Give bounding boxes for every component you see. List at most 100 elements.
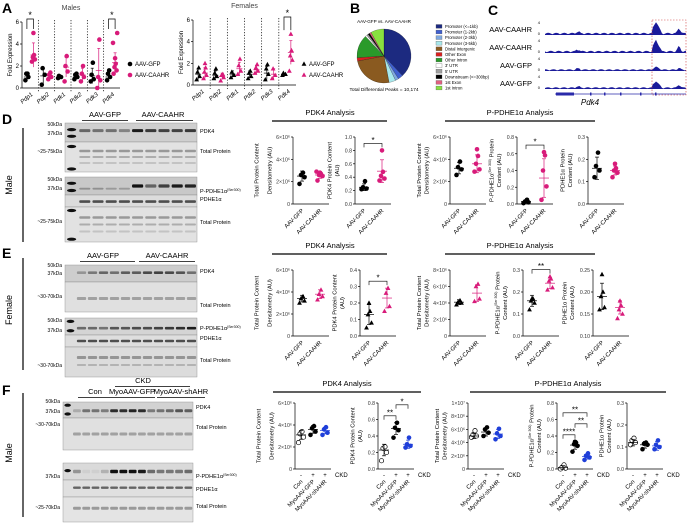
protein-band <box>158 149 170 153</box>
data-point <box>218 78 224 83</box>
panel-label-a: A <box>2 0 12 16</box>
ckd-sign: + <box>496 473 500 479</box>
data-point <box>111 71 116 76</box>
data-point <box>299 429 305 435</box>
ckd-sign: + <box>323 473 327 479</box>
protein-band <box>91 506 100 510</box>
mw-marker: 50kDa <box>48 318 63 324</box>
y-tick-label: 0.3 <box>578 135 585 141</box>
data-point <box>62 79 67 84</box>
ckd-sign: - <box>383 473 385 479</box>
legend-label: Distal Intergenic <box>445 46 475 51</box>
y-tick-label: 0.6 <box>507 152 514 158</box>
pie-slice <box>370 28 385 57</box>
data-point <box>287 53 293 58</box>
data-point <box>235 71 241 76</box>
mw-marker: 37kDa <box>48 131 63 137</box>
protein-band <box>119 486 128 489</box>
protein-band <box>76 297 87 300</box>
protein-band <box>73 409 81 413</box>
row-label: P-PDHE1α(Ser300) <box>196 473 237 480</box>
significance-bracket <box>108 18 116 29</box>
protein-band <box>138 432 146 436</box>
data-point <box>457 297 463 303</box>
protein-band <box>76 326 87 330</box>
data-point <box>255 68 261 73</box>
data-point <box>272 72 278 78</box>
protein-band <box>105 223 117 226</box>
y-tick-label: 0.1 <box>513 312 520 318</box>
data-point <box>477 167 482 172</box>
significance-bracket <box>562 412 588 417</box>
protein-band <box>109 364 120 366</box>
data-point <box>496 426 502 432</box>
protein-band <box>105 187 117 190</box>
protein-band <box>132 156 144 158</box>
protein-band <box>171 156 183 158</box>
protein-band <box>184 230 196 233</box>
data-point <box>387 303 392 309</box>
ckd-sign: - <box>562 473 564 479</box>
protein-band <box>98 339 109 343</box>
y-tick-label: 0.4 <box>368 434 375 440</box>
y-tick-label: 0.4 <box>350 268 357 274</box>
ckd-sign: - <box>632 473 634 479</box>
data-point <box>600 289 606 294</box>
analysis-title: P-PDHE1α Analysis <box>487 241 554 250</box>
data-point <box>547 274 553 279</box>
data-point <box>459 300 464 305</box>
protein-band <box>164 297 175 300</box>
legend-label: AAV-CAAHR <box>135 73 170 79</box>
y-tick-label: 0 <box>444 202 447 208</box>
y-tick-label: 0 <box>444 334 447 340</box>
y-tick-label: 0.3 <box>350 285 357 291</box>
chart-f-ppdhe1a: 0.0 0.2 0.4 0.6 0.8 P-PDHE1α(Ser 300) Protein… <box>528 401 610 513</box>
chart-title: Females <box>231 3 258 10</box>
x-tick-label: Pdp2 <box>36 92 51 106</box>
data-point <box>494 431 500 436</box>
group-header: MyoAAV-shAHR <box>154 387 209 396</box>
protein-band <box>73 486 81 489</box>
ladder-band <box>66 167 77 171</box>
legend-label: AAV-GFP <box>135 62 161 68</box>
y-tick-label: 4 <box>16 42 20 48</box>
protein-band <box>120 339 131 343</box>
y-tick-label: 0.3 <box>617 401 624 407</box>
data-point <box>114 30 120 36</box>
pie-slice <box>383 28 412 76</box>
ckd-sign: + <box>394 473 398 479</box>
y-tick-label: 0 <box>16 86 20 92</box>
track-label: AAV-GFP <box>500 79 532 88</box>
protein-band <box>158 156 170 158</box>
panel-label-d: D <box>2 111 12 127</box>
protein-band <box>128 432 137 436</box>
data-point <box>620 311 625 316</box>
y-axis-label: Fold Expression <box>179 31 185 74</box>
ladder-band <box>66 319 75 323</box>
significance-label: * <box>400 397 403 406</box>
data-point <box>481 433 486 439</box>
protein-band <box>79 156 91 158</box>
track-axis-min: 0 <box>538 49 541 54</box>
protein-band <box>131 271 142 274</box>
data-point <box>31 30 36 36</box>
group-header: MyoAAV-GFP <box>109 387 155 396</box>
y-tick-label: 0.2 <box>547 451 554 457</box>
protein-band <box>153 364 164 366</box>
protein-band <box>131 356 142 359</box>
protein-band <box>153 271 164 274</box>
genome-tracks: AAV-CAAHR 4 0 AAV-CAAHR 4 0 AAV-GFP 4 0 AAV-GFP 4 0… <box>489 19 687 107</box>
data-point <box>212 70 218 75</box>
protein-band <box>82 506 91 510</box>
ckd-label: CKD <box>508 473 521 479</box>
y-tick-label: 0.6 <box>547 418 554 424</box>
legend-swatch <box>435 57 443 63</box>
y-tick-label: 0.0 <box>513 334 520 340</box>
analysis-title: PDK4 Analysis <box>305 241 354 250</box>
data-point <box>570 449 575 454</box>
chart-d-total-2: 0 2×10⁶ 4×10⁶ 6×10⁶ Total Protein Content Den… <box>417 135 486 236</box>
protein-band <box>79 162 91 164</box>
protein-band <box>79 223 91 226</box>
sex-label: Male <box>4 443 14 463</box>
